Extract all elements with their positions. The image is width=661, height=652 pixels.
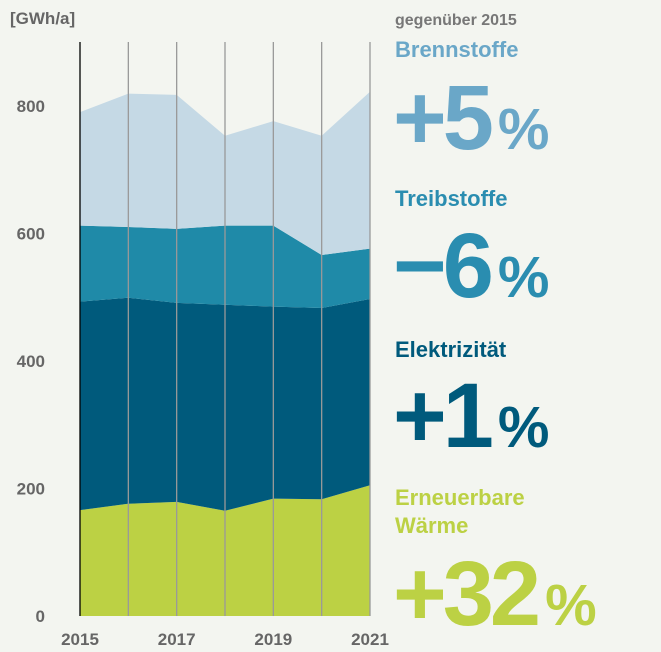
change-label: +1% — [393, 365, 550, 467]
change-label: +5% — [393, 67, 550, 169]
legend-label: Erneuerbare Wärme — [395, 485, 525, 538]
x-tick-label: 2019 — [254, 630, 292, 649]
subtitle: gegenüber 2015 — [395, 12, 517, 29]
legend-label: Elektrizität — [395, 337, 507, 362]
x-tick-label: 2017 — [158, 630, 196, 649]
y-axis-label: [GWh/a] — [10, 9, 75, 28]
y-tick-label: 400 — [17, 352, 45, 371]
legend-label: Brennstoffe — [395, 37, 519, 62]
y-tick-label: 0 — [36, 607, 45, 626]
legend-label: Treibstoffe — [395, 186, 508, 211]
x-tick-label: 2015 — [61, 630, 99, 649]
change-label: −6% — [393, 215, 550, 317]
x-tick-label: 2021 — [351, 630, 389, 649]
chart: [GWh/a] 0 200 400 600 800 2015 2017 2019 2021 — [10, 9, 389, 649]
change-label: +32% — [393, 543, 597, 645]
y-tick-label: 200 — [17, 479, 45, 498]
y-tick-label: 800 — [17, 97, 45, 116]
y-tick-label: 600 — [17, 224, 45, 243]
